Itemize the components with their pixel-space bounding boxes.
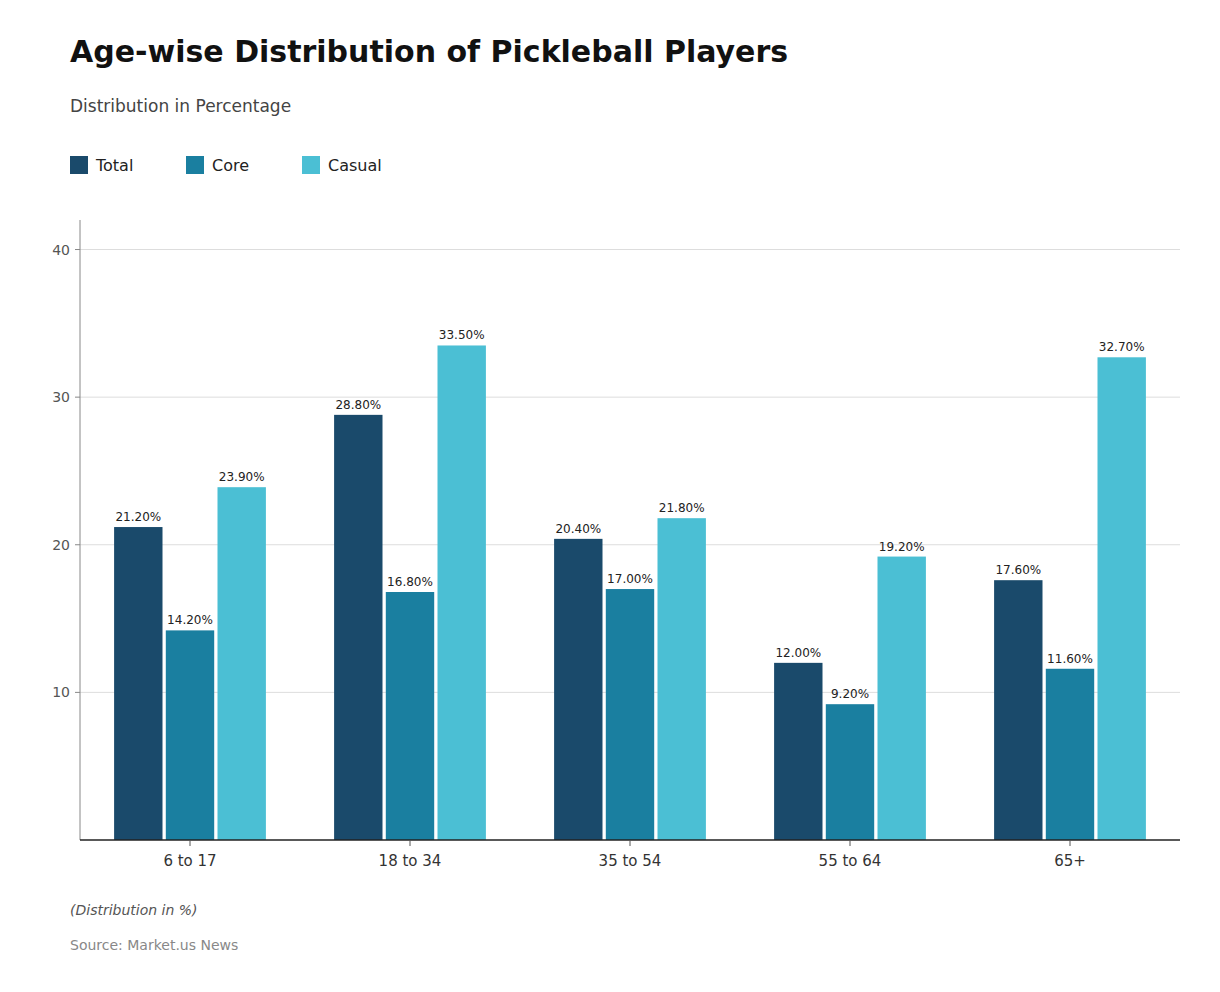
legend-label: Core [212, 156, 249, 175]
data-label: 21.20% [115, 510, 161, 524]
legend-label: Casual [328, 156, 382, 175]
x-tick [1070, 840, 1071, 846]
bar [334, 415, 382, 840]
x-tick [190, 840, 191, 846]
data-label: 11.60% [1047, 652, 1093, 666]
annotation: (Distribution in %) [70, 902, 198, 918]
chart-svg: Age-wise Distribution of Pickleball Play… [0, 0, 1220, 992]
bar [994, 580, 1042, 840]
x-axis: 6 to 17 18 to 34 35 to 54 55 to 64 65+ [163, 840, 1085, 870]
y-tick [75, 544, 80, 545]
subtitle: Distribution in Percentage [70, 96, 291, 116]
y-axis-line [80, 220, 81, 840]
bar [658, 518, 706, 840]
grid-line [80, 249, 1180, 250]
y-tick [75, 397, 80, 398]
data-label: 16.80% [387, 575, 433, 589]
x-tick-label: 65+ [1054, 852, 1086, 870]
bar [554, 539, 602, 840]
legend-swatch [186, 156, 204, 174]
x-tick [850, 840, 851, 846]
data-label: 32.70% [1099, 340, 1145, 354]
bar [438, 345, 486, 840]
data-label: 9.20% [831, 687, 869, 701]
y-tick-label: 40 [52, 242, 70, 258]
data-label: 17.00% [607, 572, 653, 586]
x-tick-label: 35 to 54 [599, 852, 662, 870]
data-label: 14.20% [167, 613, 213, 627]
bar [826, 704, 874, 840]
legend-swatch [302, 156, 320, 174]
annotation: Source: Market.us News [70, 937, 238, 953]
bar [774, 663, 822, 840]
y-tick [75, 692, 80, 693]
bar [606, 589, 654, 840]
legend-swatch [70, 156, 88, 174]
bars [114, 345, 1146, 840]
background [0, 0, 1220, 992]
title: Age-wise Distribution of Pickleball Play… [70, 34, 788, 69]
y-tick-label: 20 [52, 537, 70, 553]
bar [386, 592, 434, 840]
data-label: 19.20% [879, 540, 925, 554]
bar [878, 557, 926, 840]
data-label: 20.40% [555, 522, 601, 536]
bar [166, 630, 214, 840]
x-tick-label: 55 to 64 [819, 852, 882, 870]
bar [1046, 669, 1094, 840]
data-label: 23.90% [219, 470, 265, 484]
legend: Total Core Casual [70, 156, 382, 175]
data-label: 33.50% [439, 328, 485, 342]
legend-label: Total [95, 156, 133, 175]
x-tick-label: 18 to 34 [379, 852, 442, 870]
y-tick-label: 30 [52, 389, 70, 405]
x-tick [630, 840, 631, 846]
bar [1098, 357, 1146, 840]
chart-container: Age-wise Distribution of Pickleball Play… [0, 0, 1220, 992]
y-tick [75, 249, 80, 250]
y-tick-label: 10 [52, 684, 70, 700]
bar [218, 487, 266, 840]
data-labels: 21.20% 28.80% 20.40% 12.00% 17.60% 14.20% 16.8… [115, 328, 1144, 701]
data-label: 21.80% [659, 501, 705, 515]
x-tick-label: 6 to 17 [163, 852, 216, 870]
x-tick [410, 840, 411, 846]
data-label: 17.60% [995, 563, 1041, 577]
grid-line [80, 397, 1180, 398]
bar [114, 527, 162, 840]
data-label: 12.00% [775, 646, 821, 660]
data-label: 28.80% [335, 398, 381, 412]
